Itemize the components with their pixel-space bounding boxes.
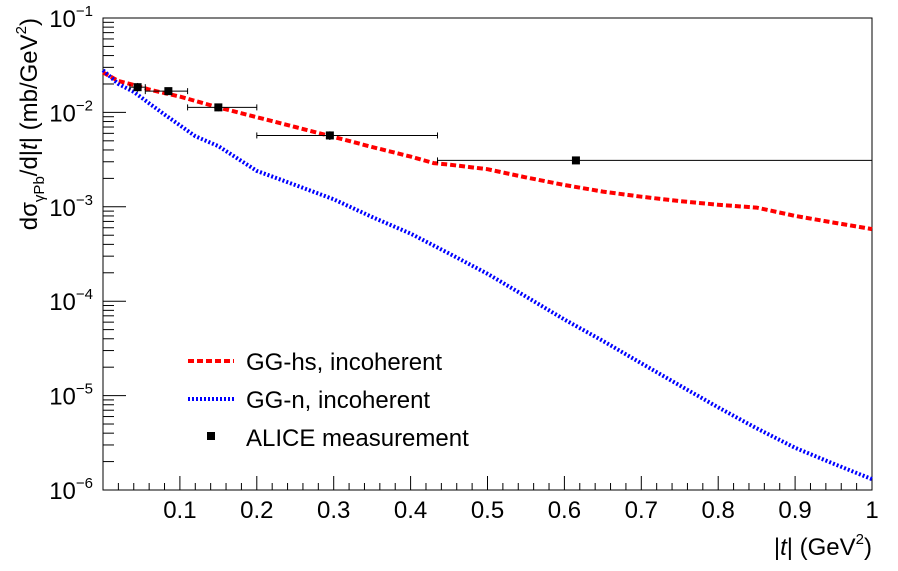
x-minor-ticks — [117, 483, 858, 490]
data-point-marker — [214, 103, 223, 112]
x-axis: 0.1 0.2 0.3 0.4 0.5 0.6 0.7 0.8 0.9 1 — [163, 476, 879, 524]
x-tick-label: 0.2 — [240, 497, 273, 524]
y-tick-label: 10−5 — [49, 381, 93, 411]
series-line-gg-hs — [102, 70, 873, 232]
y-tick-label: 10−6 — [49, 475, 93, 505]
y-tick-label: 10−4 — [49, 286, 93, 316]
legend-label-gg-n: GG-n, incoherent — [246, 387, 430, 414]
x-tick-label: 0.7 — [625, 497, 658, 524]
series-line-gg-n — [101, 68, 873, 482]
x-tick-label: 0.9 — [778, 497, 811, 524]
legend-label-alice: ALICE measurement — [246, 425, 469, 452]
series-layer — [101, 68, 873, 482]
x-tick-label: 0.6 — [548, 497, 581, 524]
legend: GG-hs, incoherent GG-n, incoherent ALICE… — [188, 349, 469, 452]
data-point-marker — [325, 131, 334, 140]
x-tick-label: 0.4 — [394, 497, 427, 524]
x-tick-label: 0.8 — [702, 497, 735, 524]
y-tick-label: 10−3 — [49, 192, 93, 222]
data-point — [187, 103, 258, 112]
y-axis: 10−1 10−2 10−3 10−4 10−5 10−6 — [49, 3, 126, 505]
y-minor-ticks — [103, 21, 114, 463]
data-point — [144, 87, 189, 96]
x-tick-label: 0.1 — [163, 497, 196, 524]
y-axis-title: dσγPb/d|t| (mb/GeV2) — [13, 18, 48, 230]
legend-label-gg-hs: GG-hs, incoherent — [246, 349, 442, 376]
data-point-marker — [571, 156, 580, 165]
plot-frame — [102, 17, 873, 491]
x-tick-label: 1 — [865, 497, 878, 524]
data-point-marker — [164, 87, 173, 96]
y-tick-label: 10−2 — [49, 97, 93, 127]
y-tick-label: 10−1 — [49, 3, 93, 33]
data-point — [437, 156, 873, 165]
x-tick-label: 0.3 — [317, 497, 350, 524]
legend-marker-alice — [207, 432, 215, 440]
data-point — [256, 131, 439, 141]
x-tick-label: 0.5 — [471, 497, 504, 524]
measurement-layer — [129, 82, 873, 165]
data-point-marker — [133, 83, 142, 92]
x-axis-title: |t| (GeV2) — [774, 531, 872, 561]
